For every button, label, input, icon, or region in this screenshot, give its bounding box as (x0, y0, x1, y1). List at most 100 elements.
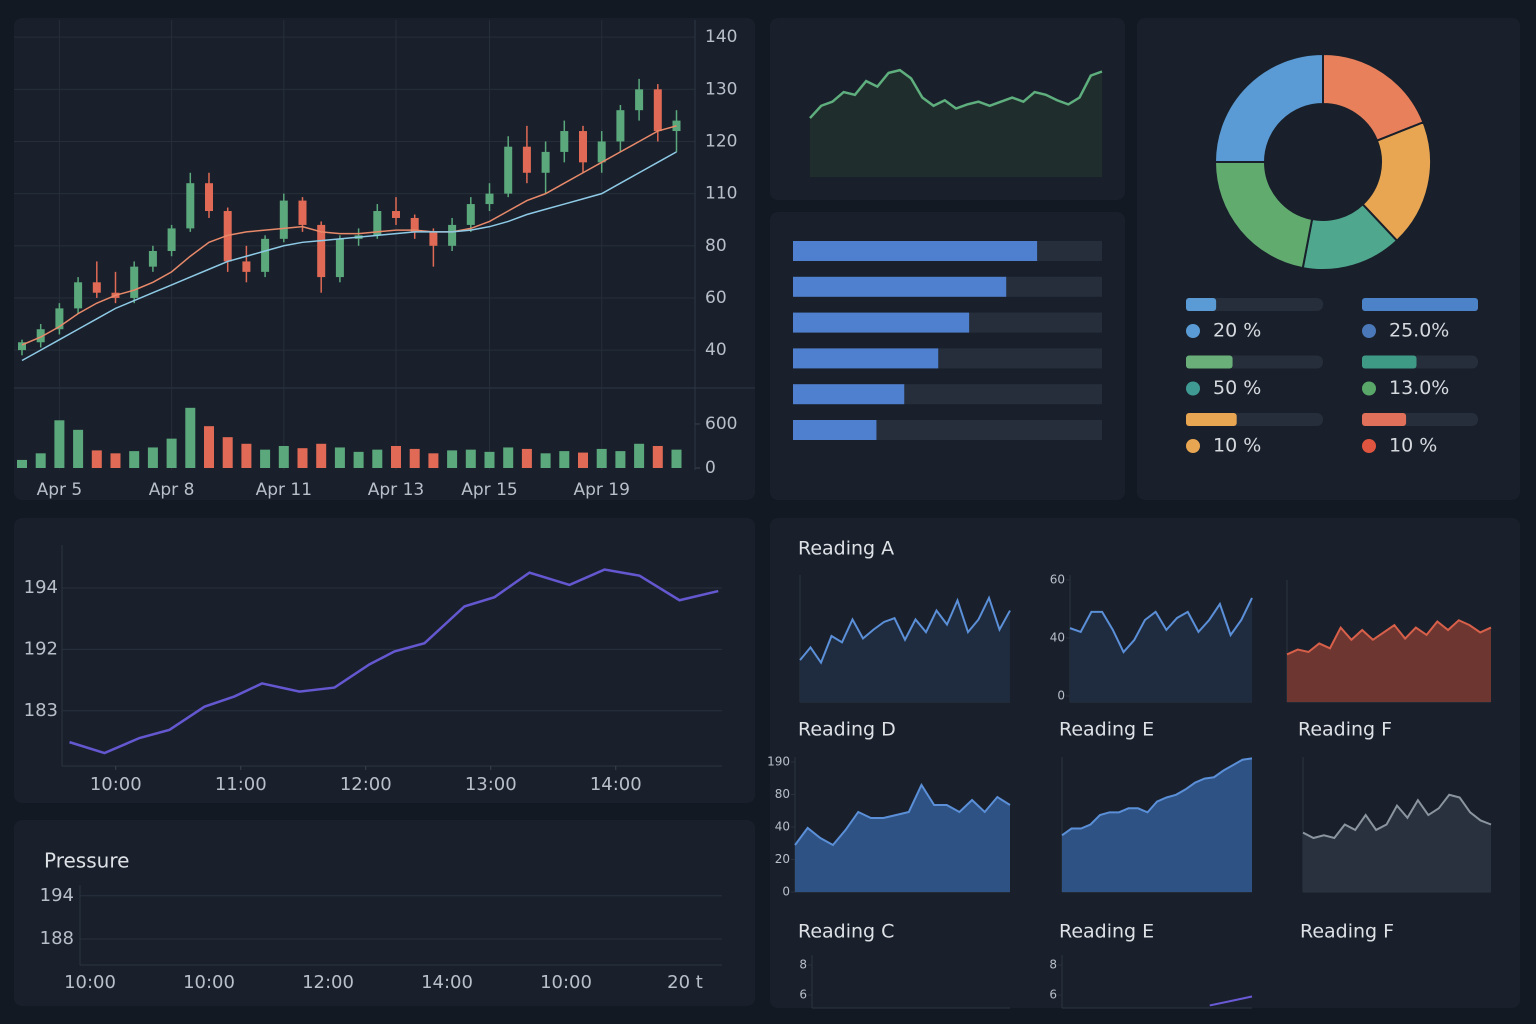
volume-bar (409, 448, 420, 468)
area-fill (800, 597, 1010, 702)
y-tick-label: 60 (1050, 572, 1065, 586)
bar (793, 348, 939, 369)
volume-bar (17, 459, 27, 468)
candle-body (55, 308, 64, 330)
y-tick-label: 120 (705, 131, 737, 151)
volume-bar (428, 453, 439, 468)
volume-bar (73, 429, 84, 468)
candle-body (242, 261, 251, 272)
volume-bar (334, 447, 345, 468)
legend-track (1186, 298, 1323, 311)
volume-bar (521, 448, 532, 468)
volume-bar (391, 445, 401, 468)
chart-title: Reading F (1298, 719, 1392, 741)
y-tick-label: 80 (705, 236, 727, 256)
volume-bar (615, 451, 626, 468)
volume-bar (241, 443, 252, 468)
x-tick-label: 10:00 (64, 972, 116, 993)
y-tick-label: 60 (705, 288, 727, 308)
line-panel (14, 518, 755, 803)
area-line (1069, 597, 1253, 654)
candle-body (18, 342, 26, 351)
legend-bar (1186, 355, 1233, 369)
candle-body (317, 224, 326, 278)
candle-body (167, 228, 176, 251)
x-tick-label: Apr 8 (149, 480, 195, 500)
chart-title: Pressure (44, 849, 129, 873)
y-tick-label: 192 (24, 638, 58, 659)
candle-body (335, 238, 344, 278)
candle-body (279, 200, 288, 239)
volume-bar (129, 451, 140, 468)
volume-bar (147, 447, 158, 468)
bar (793, 276, 1007, 297)
legend-dot (1362, 439, 1376, 453)
area-line (794, 782, 1011, 847)
x-tick-label: Apr 15 (461, 480, 517, 500)
legend-dot (1362, 324, 1376, 338)
y-tick-label: 190 (767, 754, 790, 768)
legend-dot (1186, 439, 1200, 453)
area-line (1302, 793, 1492, 840)
candle-body (392, 211, 400, 218)
x-tick-label: 10:00 (90, 774, 142, 795)
y-tick-label: 130 (705, 79, 737, 99)
legend-label: 20 % (1213, 320, 1261, 342)
candle-body (148, 251, 157, 267)
bar (793, 384, 905, 405)
candle-body (410, 217, 419, 232)
volume-bar (35, 453, 46, 468)
legend-bar (1362, 355, 1417, 369)
volume-bar (596, 448, 607, 468)
area-fill (795, 785, 1010, 892)
x-tick-label: Apr 11 (256, 480, 312, 500)
candle-body (205, 183, 213, 212)
candlestick-panel (14, 18, 755, 500)
volume-bar (222, 437, 233, 468)
donut-segment (1213, 161, 1314, 270)
volume-bar (54, 420, 65, 468)
y-tick-label: 8 (799, 958, 807, 972)
legend-bar (1362, 413, 1407, 426)
donut-segment (1213, 52, 1324, 163)
chart-title: Reading C (798, 921, 894, 943)
legend-label: 10 % (1389, 435, 1437, 457)
pressure-panel (14, 820, 755, 1006)
y-tick-label: 80 (775, 787, 790, 801)
area-line (799, 595, 1011, 665)
volume-bar (540, 453, 551, 468)
area-fill (810, 70, 1102, 177)
volume-bar (166, 438, 177, 468)
y-tick-label: 140 (705, 27, 737, 47)
candle-body (504, 146, 513, 194)
series-line (69, 568, 719, 755)
candle-body (466, 204, 475, 225)
y-tick-label: 20 (775, 852, 790, 866)
candle-body (186, 183, 195, 229)
candle-body (298, 200, 307, 225)
candle-body (616, 110, 625, 142)
volume-bar (372, 449, 383, 468)
chart-title: Reading F (1300, 921, 1394, 943)
volume-bar (447, 450, 458, 468)
volume-bar (278, 445, 289, 468)
volume-bar (316, 443, 327, 468)
legend-label: 10 % (1213, 435, 1261, 457)
area-fill (1062, 758, 1252, 892)
volume-bar (652, 445, 663, 468)
candle-body (130, 266, 139, 298)
y-tick-label: 6 (1049, 987, 1057, 1001)
area-line (809, 68, 1103, 119)
volume-bar (465, 449, 476, 468)
y-tick-label: 40 (1050, 630, 1065, 644)
x-tick-label: 10:00 (540, 972, 592, 993)
volume-bar (671, 449, 682, 468)
area-fill (1287, 620, 1491, 702)
volume-bar (110, 453, 121, 468)
area-line (1061, 757, 1253, 837)
x-tick-label: 20 t (667, 972, 703, 993)
legend-dot (1186, 324, 1200, 338)
candle-body (373, 211, 382, 236)
